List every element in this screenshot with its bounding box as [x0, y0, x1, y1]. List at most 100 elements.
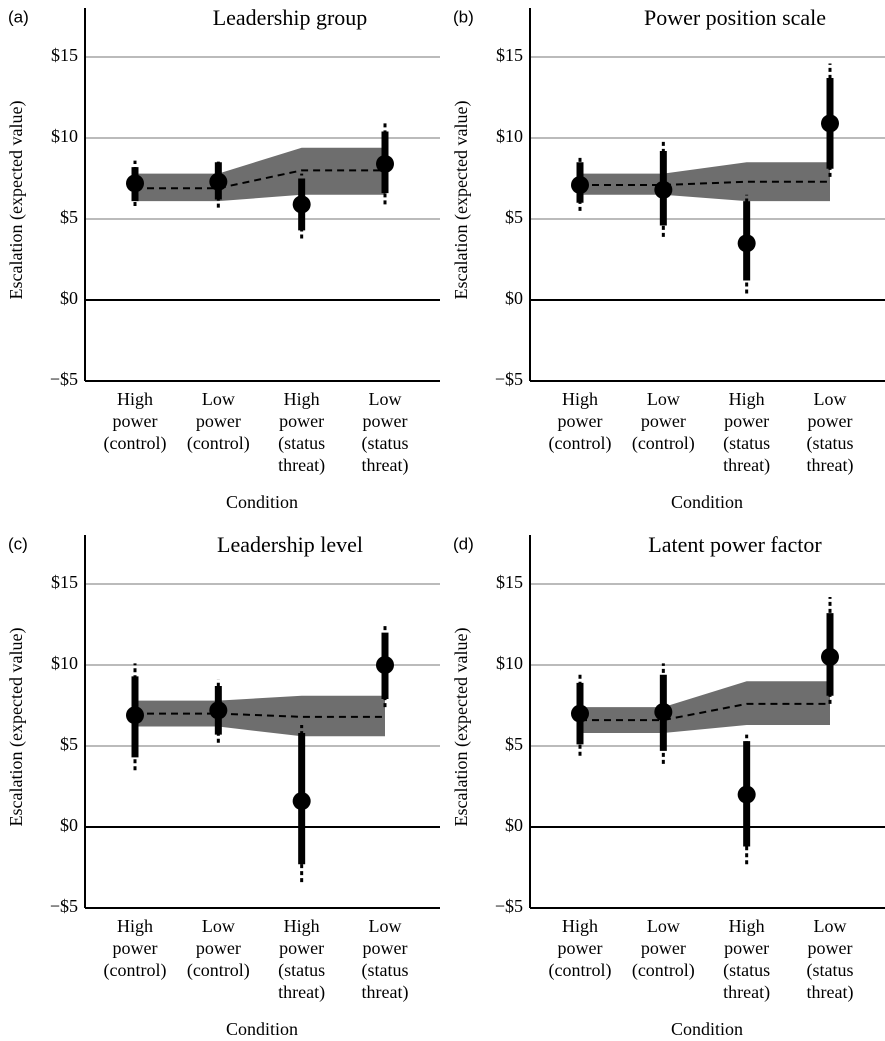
panel-title: Power position scale [644, 5, 826, 30]
y-tick-label: $10 [496, 126, 523, 146]
point-estimate [737, 234, 756, 253]
x-tick-label: threat) [807, 982, 854, 1003]
x-tick-label: power [724, 938, 769, 958]
panel: (d) Latent power factor Escalation (expect… [451, 532, 885, 1039]
fit-band [580, 681, 830, 734]
point-estimate [209, 172, 228, 191]
fit-line [135, 712, 385, 718]
x-tick-label: power [724, 411, 769, 431]
fit-line [580, 702, 830, 722]
point-estimate [292, 792, 311, 811]
x-tick-label: (control) [549, 433, 612, 454]
x-tick-label: (control) [187, 433, 250, 454]
panel: (a) Leadership group Escalation (expected … [6, 5, 440, 512]
x-tick-label: (status [807, 433, 854, 454]
x-axis-label: Condition [671, 492, 743, 512]
x-tick-label: threat) [362, 982, 409, 1003]
x-tick-label: Low [202, 389, 235, 409]
y-tick-label: $0 [60, 288, 78, 308]
fit-line [580, 180, 830, 186]
x-tick-label: (status [278, 433, 325, 454]
point-estimate [376, 656, 394, 674]
x-tick-label: High [729, 389, 765, 409]
x-tick-label: High [117, 389, 153, 409]
point-estimate [654, 702, 673, 721]
y-axis-label: Escalation (expected value) [451, 628, 472, 827]
y-tick-label: $0 [505, 815, 523, 835]
y-tick-label: $15 [496, 572, 523, 592]
y-tick-label: $15 [51, 45, 78, 65]
x-tick-label: High [562, 389, 598, 409]
panel-label: (a) [8, 7, 29, 26]
x-tick-label: power [279, 938, 324, 958]
y-tick-label: $0 [505, 288, 523, 308]
y-tick-label: $5 [60, 207, 78, 227]
x-tick-label: power [196, 938, 241, 958]
x-tick-label: (status [278, 960, 325, 981]
x-tick-label: power [363, 938, 408, 958]
panel: (b) Power position scale Escalation (expec… [451, 5, 885, 512]
x-tick-label: High [284, 389, 320, 409]
x-tick-label: Low [647, 389, 680, 409]
x-tick-label: power [808, 411, 853, 431]
panel-title: Leadership level [217, 532, 363, 557]
point-estimate [292, 195, 311, 214]
fit-band [135, 147, 385, 202]
y-axis-label: Escalation (expected value) [451, 101, 472, 300]
panel-title: Leadership group [213, 5, 368, 30]
y-axis-label: Escalation (expected value) [6, 101, 27, 300]
x-tick-label: (status [807, 960, 854, 981]
y-tick-label: $0 [60, 815, 78, 835]
x-tick-label: Low [814, 916, 847, 936]
x-tick-label: threat) [807, 455, 854, 476]
y-tick-label: −$5 [50, 369, 78, 389]
x-tick-label: power [113, 411, 158, 431]
x-tick-label: Low [369, 389, 402, 409]
x-tick-label: threat) [278, 455, 325, 476]
fit-line [135, 169, 385, 190]
x-tick-label: (status [723, 960, 770, 981]
x-tick-label: (status [362, 433, 409, 454]
x-tick-label: High [117, 916, 153, 936]
y-tick-label: $5 [505, 207, 523, 227]
x-tick-label: Low [647, 916, 680, 936]
point-estimate [571, 175, 589, 194]
panel: (c) Leadership level Escalation (expected … [6, 532, 440, 1039]
point-estimate [376, 154, 394, 173]
x-tick-label: power [641, 938, 686, 958]
x-tick-label: threat) [723, 982, 770, 1003]
y-axis-label: Escalation (expected value) [6, 628, 27, 827]
y-tick-label: $5 [505, 734, 523, 754]
panel-title: Latent power factor [648, 532, 822, 557]
x-tick-label: power [808, 938, 853, 958]
point-estimate [654, 180, 673, 199]
x-tick-label: (control) [549, 960, 612, 981]
x-tick-label: Low [814, 389, 847, 409]
x-tick-label: High [284, 916, 320, 936]
x-axis-label: Condition [226, 492, 298, 512]
x-tick-label: (control) [632, 960, 695, 981]
y-tick-label: $15 [496, 45, 523, 65]
x-tick-label: High [562, 916, 598, 936]
x-tick-label: power [558, 938, 603, 958]
point-estimate [126, 706, 144, 725]
x-tick-label: threat) [278, 982, 325, 1003]
x-tick-label: power [113, 938, 158, 958]
point-estimate [209, 701, 228, 720]
panel-label: (d) [453, 534, 474, 553]
panel-label: (b) [453, 7, 474, 26]
point-estimate [737, 785, 756, 804]
x-tick-label: (control) [632, 433, 695, 454]
fit-band [580, 162, 830, 202]
x-tick-label: power [279, 411, 324, 431]
y-tick-label: $10 [496, 653, 523, 673]
x-tick-label: power [558, 411, 603, 431]
x-tick-label: (control) [104, 433, 167, 454]
y-tick-label: $5 [60, 734, 78, 754]
x-tick-label: power [363, 411, 408, 431]
x-tick-label: (status [362, 960, 409, 981]
point-estimate [571, 704, 589, 723]
point-estimate [821, 647, 839, 666]
x-tick-label: Low [202, 916, 235, 936]
y-tick-label: $10 [51, 126, 78, 146]
